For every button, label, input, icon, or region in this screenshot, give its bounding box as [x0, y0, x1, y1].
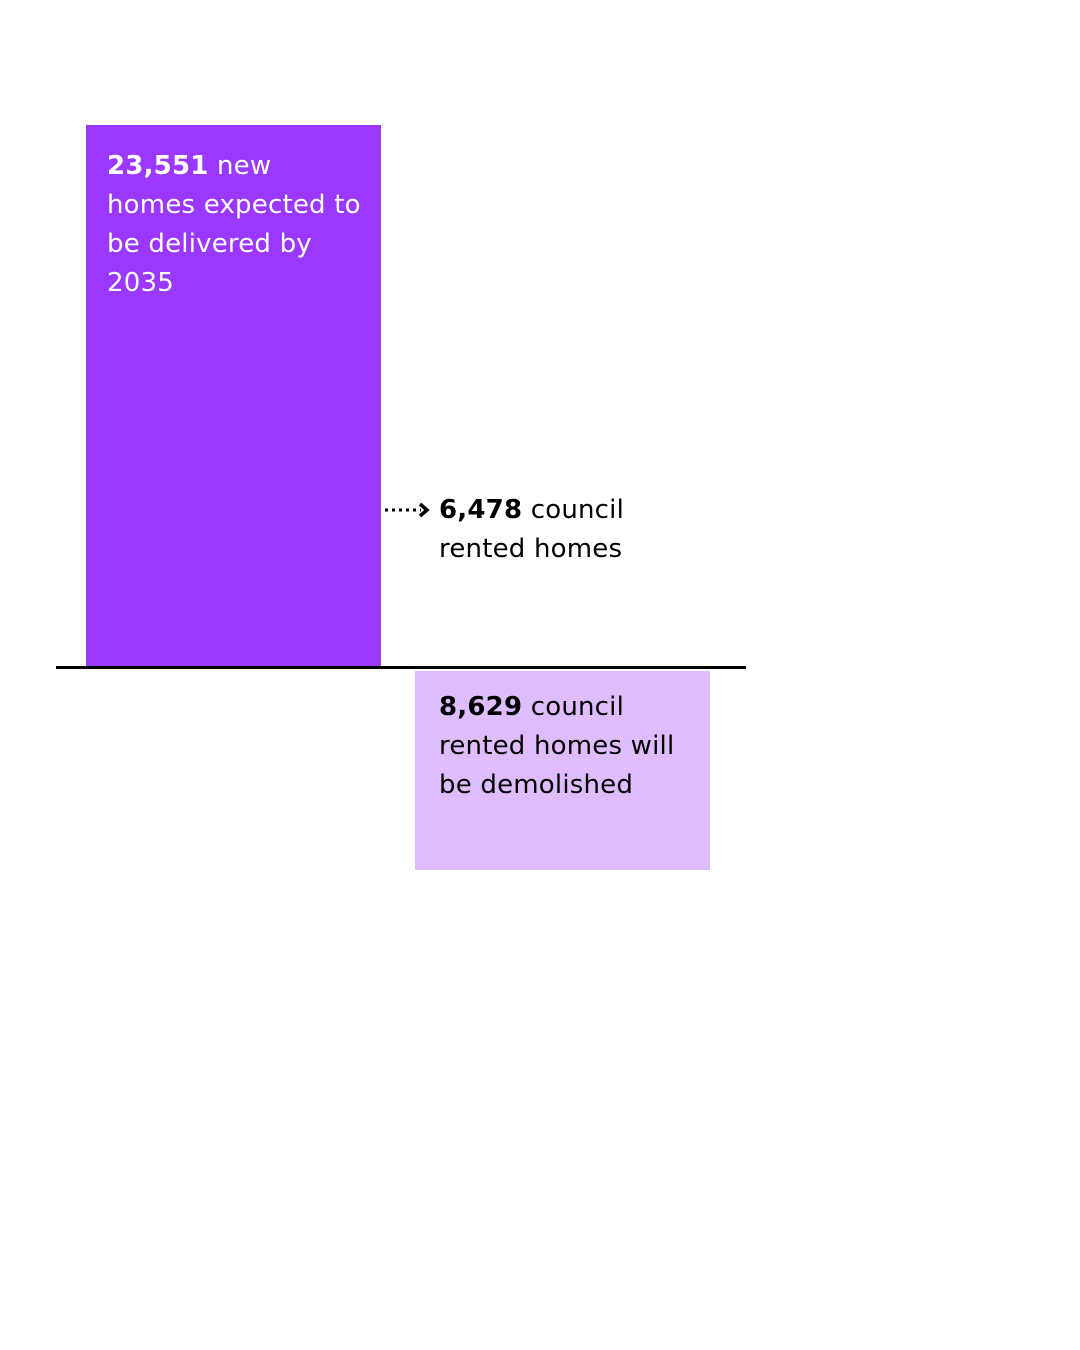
bar-demolished	[415, 671, 710, 870]
label-text: new homes expected to be delivered by 20…	[107, 151, 361, 298]
label-text: council rented homes	[439, 494, 625, 564]
label-new-homes: 23,551 new homes expected to be delivere…	[107, 147, 367, 303]
value-council-rented: 6,478	[439, 494, 523, 525]
baseline-axis	[56, 666, 746, 669]
dotted-arrow-icon	[385, 502, 430, 518]
label-demolished: 8,629 council rented homes will be demol…	[439, 688, 689, 805]
label-council-rented: 6,478 council rented homes	[439, 491, 639, 569]
bar-new-homes	[86, 125, 381, 667]
label-text: council rented homes will be demolished	[439, 692, 675, 800]
value-new-homes: 23,551	[107, 151, 209, 181]
value-demolished: 8,629	[439, 692, 523, 722]
